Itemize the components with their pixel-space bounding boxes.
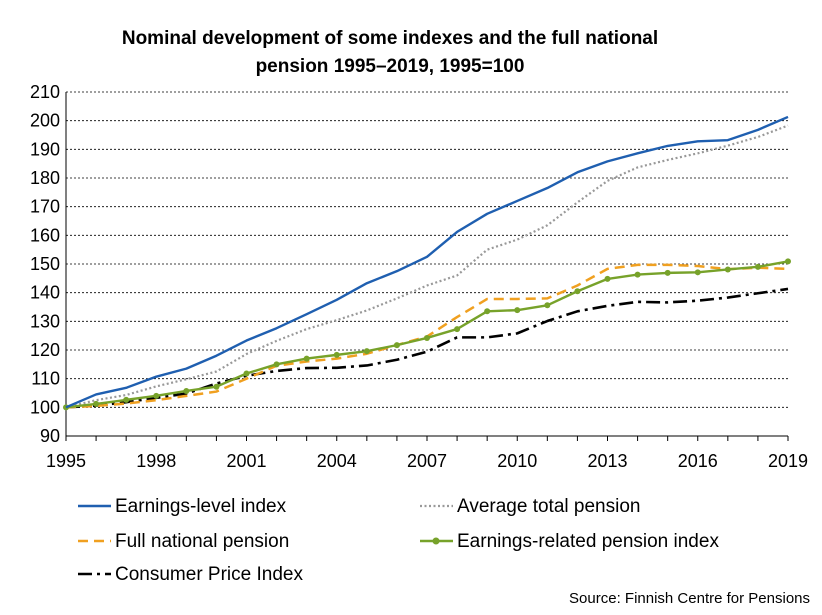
series-point (303, 355, 310, 362)
y-tick-label: 120 (30, 340, 60, 360)
series-point (363, 348, 370, 355)
series-line-3 (65, 260, 789, 409)
y-tick-label: 90 (40, 426, 60, 446)
legend: Earnings-level index Average total pensio… (78, 496, 719, 585)
series-point (574, 288, 581, 295)
series-line-0 (65, 115, 789, 409)
x-tick-label: 2010 (497, 451, 537, 471)
y-tick-label: 150 (30, 254, 60, 274)
legend-label-0: Earnings-level index (115, 496, 287, 517)
y-tick-label: 140 (30, 283, 60, 303)
x-axis-tick-labels: 1995 1998 2001 2004 2007 2010 2013 2016 2019 (46, 451, 808, 471)
series-point (243, 370, 250, 377)
series-point (484, 308, 491, 315)
series-point (153, 392, 160, 399)
series-point (183, 387, 190, 394)
legend-label-3: Earnings-related pension index (457, 531, 719, 552)
series-point (333, 351, 340, 358)
y-tick-label: 190 (30, 139, 60, 159)
series-point (273, 361, 280, 368)
series-point (664, 269, 671, 276)
source-note: Source: Finnish Centre for Pensions (569, 590, 810, 607)
x-tick-label: 2016 (678, 451, 718, 471)
series-point (754, 263, 761, 270)
y-tick-label: 180 (30, 168, 60, 188)
series-point (694, 269, 701, 276)
series-point (454, 326, 461, 333)
x-tick-label: 1995 (46, 451, 86, 471)
y-tick-label: 100 (30, 397, 60, 417)
y-tick-label: 170 (30, 197, 60, 217)
y-tick-label: 160 (30, 225, 60, 245)
y-tick-label: 130 (30, 311, 60, 331)
series-point (424, 334, 430, 341)
series-line-4 (65, 287, 789, 409)
series-point (93, 400, 100, 407)
legend-label-2: Full national pension (115, 531, 289, 552)
series-point (123, 396, 130, 403)
chart-title-line-1: Nominal development of some indexes and … (121, 28, 659, 49)
x-tick-label: 2013 (587, 451, 627, 471)
y-axis-tick-labels: 90 100 110 120 130 140 150 160 170 180 190 200 210 (30, 82, 60, 446)
series-point (785, 258, 791, 265)
legend-marker (432, 537, 440, 545)
grid-lines (66, 91, 788, 408)
chart-title-line-2: pension 1995–2019, 1995=100 (255, 56, 525, 77)
x-tick-label: 2007 (407, 451, 447, 471)
x-tick-label: 2001 (226, 451, 266, 471)
series-line-1 (65, 124, 789, 409)
series-point (634, 271, 641, 278)
series-point (514, 307, 521, 314)
y-tick-label: 210 (30, 82, 60, 102)
series-point (724, 266, 731, 273)
x-tick-label: 2004 (317, 451, 357, 471)
x-tick-label: 1998 (136, 451, 176, 471)
y-tick-label: 200 (30, 111, 60, 131)
series-point (393, 342, 400, 349)
legend-label-1: Average total pension (457, 496, 640, 517)
data-series (63, 115, 791, 411)
series-point (544, 302, 551, 309)
x-tick-label: 2019 (768, 451, 808, 471)
y-tick-label: 110 (31, 369, 60, 389)
axes (65, 92, 789, 441)
series-point (213, 383, 220, 390)
legend-label-4: Consumer Price Index (115, 564, 303, 585)
series-point (604, 275, 611, 282)
